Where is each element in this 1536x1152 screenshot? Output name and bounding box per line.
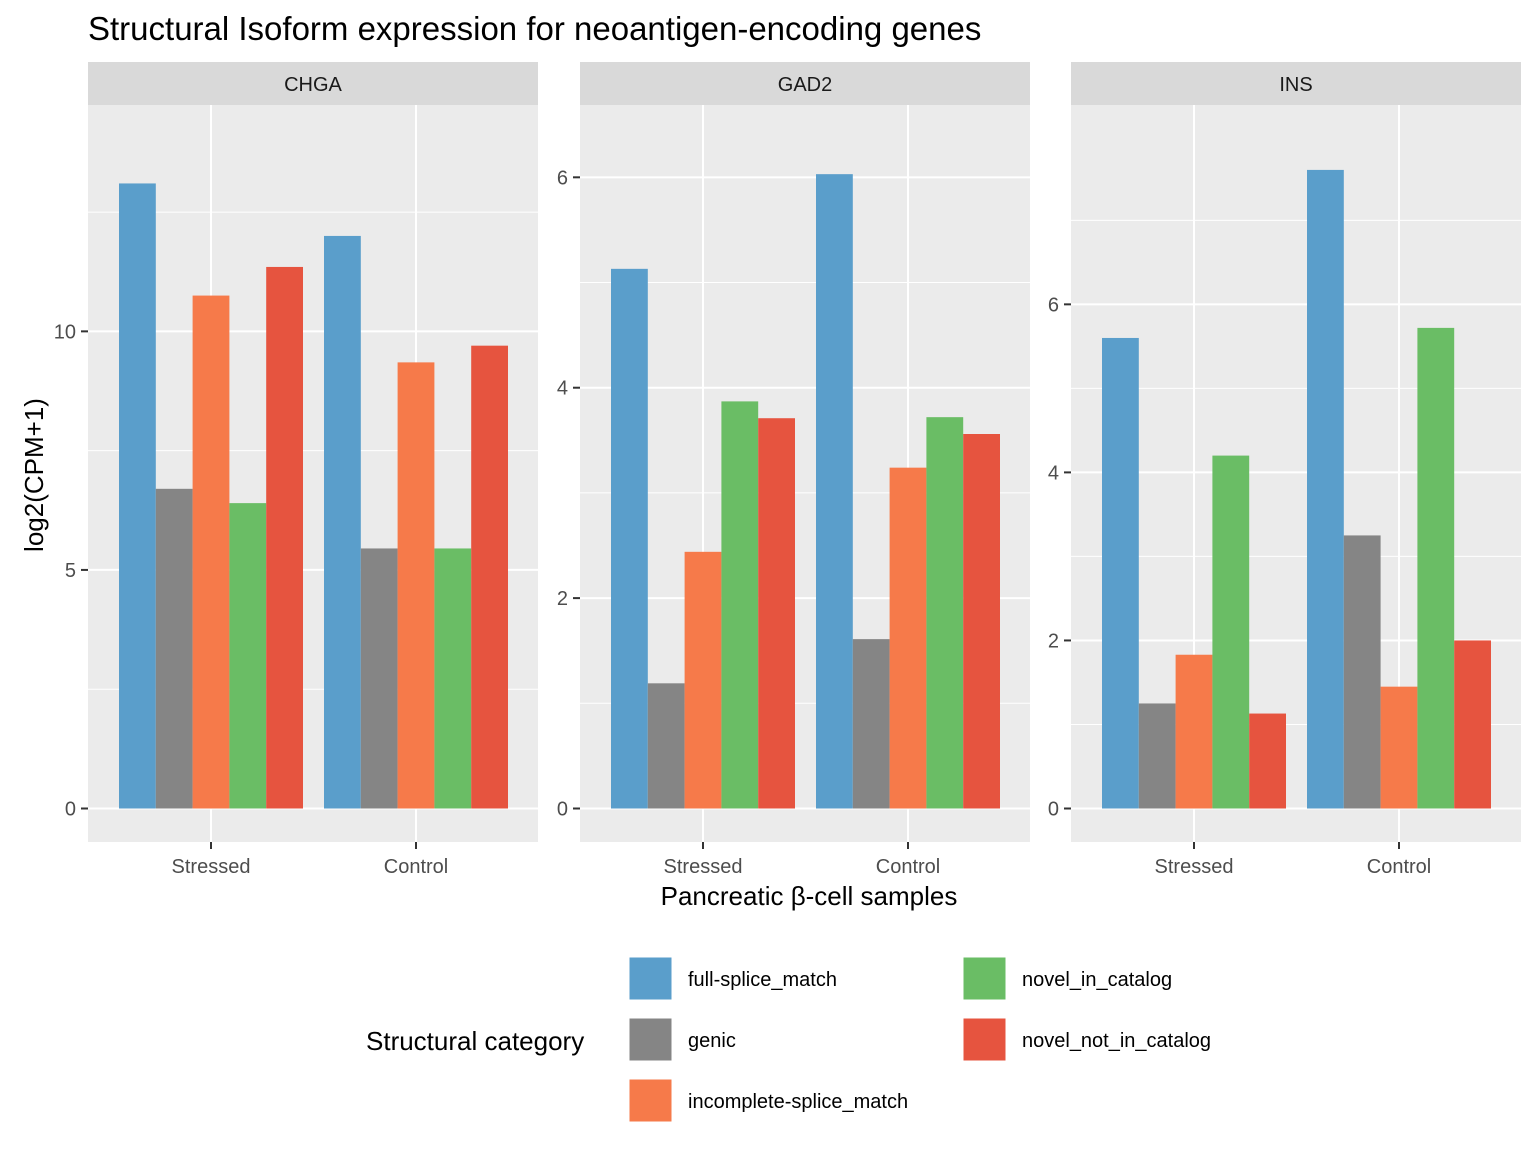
legend-key: [962, 956, 1007, 1001]
y-tick-label: 0: [1048, 799, 1059, 821]
x-axis: Stressed Control: [1155, 842, 1431, 878]
bar-incomplete-splice_match-stressed: [684, 551, 722, 809]
legend-label: novel_in_catalog: [1022, 969, 1172, 991]
x-axis: Stressed Control: [664, 842, 940, 878]
legend-key: [628, 1078, 673, 1123]
bar-full-splice_match-stressed: [611, 268, 648, 809]
bars: [611, 174, 1000, 809]
bar-novel_in_catalog-stressed: [229, 503, 267, 809]
bar-incomplete-splice_match-stressed: [192, 295, 230, 809]
bar-full-splice_match-control: [324, 235, 361, 809]
y-tick-label: 6: [557, 167, 568, 189]
facet-label: CHGA: [284, 74, 342, 96]
facet-strip: [88, 62, 538, 105]
bar-genic-control: [1343, 535, 1381, 809]
bar-genic-stressed: [1138, 703, 1176, 809]
bar-genic-control: [852, 639, 890, 809]
bar-incomplete-splice_match-control: [889, 467, 927, 809]
x-tick-label: Stressed: [172, 856, 251, 878]
facet-strip: [580, 62, 1030, 105]
y-tick-label: 2: [1048, 630, 1059, 652]
y-tick-label: 0: [557, 799, 568, 821]
legend-item-genic: genic: [628, 1017, 736, 1062]
y-tick-label: 4: [1048, 462, 1059, 484]
bar-novel_in_catalog-control: [1417, 327, 1455, 809]
y-tick-label: 4: [557, 378, 568, 400]
legend-item-novel_in_catalog: novel_in_catalog: [962, 956, 1172, 1001]
y-axis: 0 2 4 6: [1048, 294, 1071, 821]
legend-item-novel_not_in_catalog: novel_not_in_catalog: [962, 1017, 1211, 1062]
y-tick-label: 6: [1048, 294, 1059, 316]
facet-strip: [1071, 62, 1521, 105]
y-axis: 0 5 10: [54, 321, 88, 821]
facet-panel-gad2: GAD2 0 2 4 6 Stressed Control: [557, 62, 1030, 878]
x-axis-title: Pancreatic β-cell samples: [661, 881, 958, 911]
x-tick-label: Stressed: [1155, 856, 1234, 878]
y-tick-label: 0: [65, 799, 76, 821]
legend: Structural category full-splice_matchgen…: [366, 956, 1211, 1123]
y-tick-label: 5: [65, 560, 76, 582]
legend-label: novel_not_in_catalog: [1022, 1030, 1211, 1052]
bar-novel_in_catalog-control: [434, 548, 472, 809]
facet-label: INS: [1279, 74, 1312, 96]
bar-genic-stressed: [155, 488, 193, 809]
legend-label: full-splice_match: [688, 969, 837, 991]
chart-title: Structural Isoform expression for neoant…: [88, 10, 981, 47]
bar-novel_not_in_catalog-control: [963, 433, 1000, 809]
bar-full-splice_match-stressed: [119, 183, 156, 809]
x-tick-label: Control: [876, 856, 940, 878]
bar-novel_in_catalog-stressed: [721, 401, 759, 809]
x-axis: Stressed Control: [172, 842, 448, 878]
x-tick-label: Stressed: [664, 856, 743, 878]
legend-label: genic: [688, 1030, 736, 1052]
legend-label: incomplete-splice_match: [688, 1091, 908, 1113]
bar-genic-stressed: [647, 683, 685, 809]
bar-novel_not_in_catalog-control: [471, 345, 508, 809]
y-tick-label: 2: [557, 588, 568, 610]
legend-item-full-splice_match: full-splice_match: [628, 956, 837, 1001]
bar-incomplete-splice_match-control: [1380, 686, 1418, 809]
legend-title: Structural category: [366, 1026, 584, 1056]
bar-full-splice_match-control: [1307, 169, 1344, 809]
facet-label: GAD2: [778, 74, 832, 96]
bars: [1102, 169, 1491, 809]
y-tick-label: 10: [54, 321, 76, 343]
x-tick-label: Control: [384, 856, 448, 878]
bar-novel_not_in_catalog-stressed: [266, 266, 303, 809]
bar-novel_not_in_catalog-stressed: [758, 418, 795, 809]
bar-novel_in_catalog-control: [926, 417, 964, 809]
y-axis-title: log2(CPM+1): [19, 398, 49, 552]
bar-novel_not_in_catalog-control: [1454, 640, 1491, 809]
legend-key: [628, 956, 673, 1001]
bar-genic-control: [360, 548, 398, 809]
facet-panel-ins: INS 0 2 4 6 Stressed Control: [1048, 62, 1521, 878]
bar-full-splice_match-stressed: [1102, 337, 1139, 809]
bar-full-splice_match-control: [816, 174, 853, 809]
bar-novel_not_in_catalog-stressed: [1249, 713, 1286, 809]
bar-incomplete-splice_match-control: [397, 362, 435, 809]
legend-key: [962, 1017, 1007, 1062]
bar-incomplete-splice_match-stressed: [1175, 654, 1213, 809]
bar-novel_in_catalog-stressed: [1212, 455, 1250, 809]
legend-key: [628, 1017, 673, 1062]
y-axis: 0 2 4 6: [557, 167, 580, 821]
x-tick-label: Control: [1367, 856, 1431, 878]
bars: [119, 183, 508, 809]
facet-panel-chga: CHGA 0 5 10 Stressed Control: [54, 62, 538, 878]
legend-item-incomplete-splice_match: incomplete-splice_match: [628, 1078, 908, 1123]
